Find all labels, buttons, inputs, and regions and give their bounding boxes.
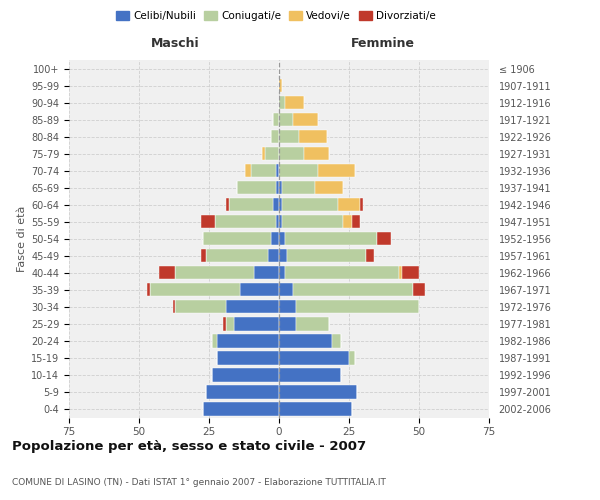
Bar: [279, 249, 287, 262]
Bar: [217, 352, 279, 364]
Bar: [296, 317, 329, 330]
Bar: [284, 266, 400, 280]
Bar: [293, 113, 318, 126]
Bar: [284, 96, 304, 109]
Bar: [279, 386, 358, 398]
Bar: [318, 164, 355, 177]
Bar: [217, 334, 279, 347]
Bar: [212, 334, 217, 347]
Bar: [343, 215, 352, 228]
Bar: [279, 352, 349, 364]
Bar: [200, 215, 215, 228]
Bar: [223, 317, 226, 330]
Bar: [271, 232, 279, 245]
Bar: [279, 164, 318, 177]
Bar: [200, 249, 206, 262]
Bar: [206, 386, 279, 398]
Bar: [251, 164, 276, 177]
Bar: [279, 79, 282, 92]
Bar: [282, 181, 316, 194]
Bar: [203, 232, 271, 245]
Bar: [265, 147, 279, 160]
Text: Popolazione per età, sesso e stato civile - 2007: Popolazione per età, sesso e stato civil…: [12, 440, 366, 453]
Bar: [279, 283, 293, 296]
Bar: [226, 198, 229, 211]
Bar: [150, 283, 240, 296]
Bar: [279, 130, 299, 143]
Bar: [279, 300, 296, 314]
Bar: [237, 181, 276, 194]
Bar: [296, 300, 419, 314]
Bar: [279, 147, 304, 160]
Bar: [148, 283, 150, 296]
Bar: [402, 266, 419, 280]
Bar: [279, 198, 282, 211]
Bar: [262, 147, 265, 160]
Bar: [226, 317, 234, 330]
Bar: [360, 198, 363, 211]
Bar: [279, 266, 284, 280]
Text: Femmine: Femmine: [350, 37, 415, 50]
Bar: [274, 198, 279, 211]
Bar: [173, 300, 175, 314]
Bar: [287, 249, 366, 262]
Bar: [276, 164, 279, 177]
Bar: [332, 334, 341, 347]
Bar: [299, 130, 326, 143]
Bar: [279, 368, 341, 382]
Bar: [279, 181, 282, 194]
Bar: [203, 402, 279, 415]
Bar: [240, 283, 279, 296]
Bar: [400, 266, 402, 280]
Bar: [366, 249, 374, 262]
Text: Maschi: Maschi: [151, 37, 200, 50]
Bar: [352, 215, 360, 228]
Legend: Celibi/Nubili, Coniugati/e, Vedovi/e, Divorziati/e: Celibi/Nubili, Coniugati/e, Vedovi/e, Di…: [113, 8, 439, 24]
Bar: [206, 249, 268, 262]
Bar: [304, 147, 329, 160]
Bar: [279, 113, 293, 126]
Bar: [282, 198, 338, 211]
Bar: [229, 198, 274, 211]
Bar: [282, 215, 343, 228]
Text: COMUNE DI LASINO (TN) - Dati ISTAT 1° gennaio 2007 - Elaborazione TUTTITALIA.IT: COMUNE DI LASINO (TN) - Dati ISTAT 1° ge…: [12, 478, 386, 487]
Bar: [293, 283, 413, 296]
Bar: [234, 317, 279, 330]
Bar: [276, 215, 279, 228]
Bar: [254, 266, 279, 280]
Bar: [316, 181, 343, 194]
Bar: [268, 249, 279, 262]
Bar: [245, 164, 251, 177]
Bar: [284, 232, 377, 245]
Bar: [212, 368, 279, 382]
Bar: [279, 215, 282, 228]
Bar: [338, 198, 360, 211]
Bar: [271, 130, 279, 143]
Bar: [279, 232, 284, 245]
Bar: [279, 317, 296, 330]
Bar: [377, 232, 391, 245]
Bar: [279, 96, 284, 109]
Bar: [276, 181, 279, 194]
Y-axis label: Fasce di età: Fasce di età: [17, 206, 27, 272]
Bar: [413, 283, 425, 296]
Bar: [279, 402, 352, 415]
Bar: [175, 266, 254, 280]
Bar: [349, 352, 355, 364]
Bar: [215, 215, 276, 228]
Bar: [158, 266, 175, 280]
Bar: [175, 300, 226, 314]
Bar: [274, 113, 279, 126]
Bar: [226, 300, 279, 314]
Bar: [279, 334, 332, 347]
